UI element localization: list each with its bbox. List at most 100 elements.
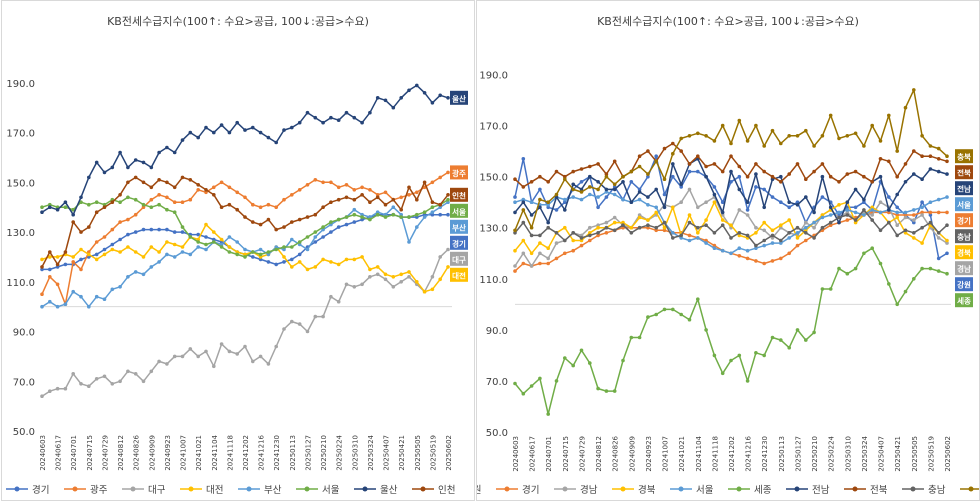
data-point xyxy=(563,177,567,181)
data-point xyxy=(903,213,908,217)
data-point xyxy=(754,225,758,230)
data-point xyxy=(870,205,874,210)
legend-label: 경북 xyxy=(638,484,656,496)
x-tick-label: 20240617 xyxy=(55,435,63,471)
data-point xyxy=(204,242,208,247)
data-point xyxy=(290,237,294,242)
x-tick-label: 20250224 xyxy=(828,435,836,471)
data-point xyxy=(779,338,783,342)
data-point xyxy=(704,238,708,243)
data-point xyxy=(712,246,717,250)
chart-right: KB전세수급지수(100↑: 수요>공급, 100↓:공급>수요) 190.0 1… xyxy=(438,15,980,496)
data-point xyxy=(126,369,130,374)
data-point xyxy=(671,236,675,240)
data-point xyxy=(579,167,584,171)
data-point xyxy=(87,252,91,257)
data-point xyxy=(920,134,924,138)
data-point xyxy=(671,307,675,312)
x-tick-label: 20250113 xyxy=(289,435,297,471)
end-label-text: 강원 xyxy=(957,280,971,290)
data-point xyxy=(297,120,302,125)
data-point xyxy=(313,240,318,244)
data-point xyxy=(903,105,908,110)
legend-label: 세종 xyxy=(754,485,772,496)
end-label-box xyxy=(450,187,468,202)
end-label-box xyxy=(955,165,973,180)
data-point xyxy=(712,200,717,204)
data-point xyxy=(118,379,122,384)
data-point xyxy=(795,231,800,235)
data-point xyxy=(102,235,107,239)
data-point xyxy=(133,158,138,162)
data-point xyxy=(446,193,450,197)
data-point xyxy=(212,364,216,369)
data-point xyxy=(563,200,567,204)
data-point xyxy=(662,146,667,151)
data-point xyxy=(720,123,725,128)
data-point xyxy=(235,120,239,125)
x-tick-label: 20250210 xyxy=(320,435,328,471)
x-tick-label: 20250324 xyxy=(861,435,869,471)
data-point xyxy=(102,297,107,302)
series-line xyxy=(514,191,948,255)
data-point xyxy=(274,344,279,349)
data-point xyxy=(828,223,833,227)
data-point xyxy=(621,220,625,225)
data-point xyxy=(679,136,683,141)
x-tick-label: 20250127 xyxy=(304,435,312,471)
data-point xyxy=(188,252,193,257)
data-point xyxy=(787,218,791,222)
data-point xyxy=(180,354,185,359)
data-point xyxy=(737,231,742,235)
end-label-text: 울산 xyxy=(452,93,466,103)
data-point xyxy=(895,223,899,227)
data-point xyxy=(180,175,185,180)
data-point xyxy=(862,174,866,179)
data-point xyxy=(521,157,526,161)
data-point xyxy=(165,252,169,257)
end-label-box xyxy=(450,203,468,218)
data-point xyxy=(63,200,68,204)
data-point xyxy=(102,202,107,207)
data-point xyxy=(391,105,396,110)
data-point xyxy=(745,233,750,238)
data-point xyxy=(399,280,404,284)
data-point xyxy=(118,237,122,242)
data-point xyxy=(887,282,891,286)
legend-swatch-marker xyxy=(14,486,20,492)
data-point xyxy=(336,217,341,222)
data-point xyxy=(837,215,841,220)
data-point xyxy=(282,327,286,331)
data-point xyxy=(754,351,758,355)
end-label-box xyxy=(450,267,468,282)
data-point xyxy=(313,235,318,239)
legend-item: 대전 xyxy=(180,485,223,496)
data-point xyxy=(845,208,850,212)
data-point xyxy=(579,180,584,184)
data-point xyxy=(903,210,908,215)
data-point xyxy=(235,207,239,212)
data-point xyxy=(546,205,550,210)
data-point xyxy=(795,203,800,207)
data-point xyxy=(290,319,294,324)
data-point xyxy=(329,222,333,227)
data-point xyxy=(845,218,850,222)
data-point xyxy=(662,220,667,225)
data-point xyxy=(282,197,286,202)
end-label-text: 전남 xyxy=(957,184,971,194)
data-point xyxy=(521,185,526,189)
data-point xyxy=(579,233,584,238)
data-point xyxy=(102,205,107,209)
legend-swatch-marker xyxy=(188,486,194,492)
data-point xyxy=(383,190,388,195)
data-point xyxy=(243,195,247,200)
data-point xyxy=(754,243,758,248)
x-tick-label: 20250421 xyxy=(894,436,902,472)
data-point xyxy=(407,88,411,93)
data-point xyxy=(828,113,833,118)
data-point xyxy=(251,359,255,364)
legend-swatch-marker xyxy=(420,486,426,492)
data-point xyxy=(720,218,725,222)
data-point xyxy=(571,248,575,253)
data-point xyxy=(812,220,816,225)
